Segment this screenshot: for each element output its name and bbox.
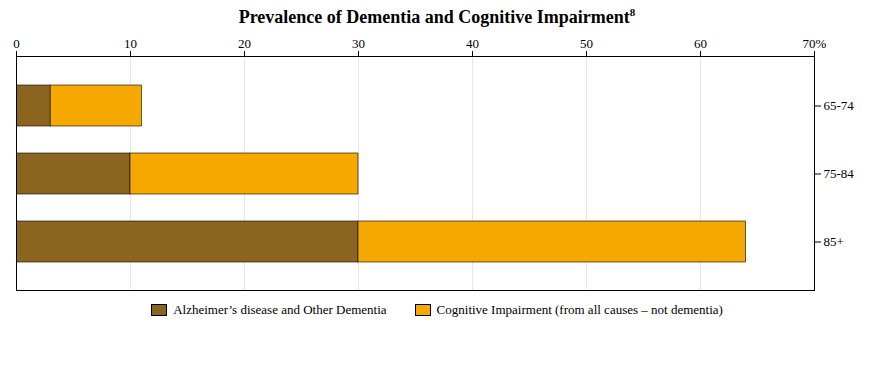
svg-text:85+: 85+ — [824, 234, 844, 249]
html-text:Prevalence of Dementia and Cog: Prevalence of Dementia and Cognitive Imp… — [238, 6, 636, 27]
svg-text:40: 40 — [466, 36, 479, 51]
svg-text:50: 50 — [580, 36, 593, 51]
svg-text:30: 30 — [352, 36, 365, 51]
svg-text:10: 10 — [124, 36, 137, 51]
svg-text:20: 20 — [238, 36, 251, 51]
svg-text:75-84: 75-84 — [824, 166, 855, 181]
svg-text:60: 60 — [694, 36, 707, 51]
svg-text:0: 0 — [13, 36, 20, 51]
svg-text:70%: 70% — [803, 36, 827, 51]
svg-text:65-74: 65-74 — [824, 98, 855, 113]
html-text:Cognitive Impairment (from all: Cognitive Impairment (from all causes – … — [436, 302, 723, 317]
html-text:Alzheimer’s disease and Other: Alzheimer’s disease and Other Dementia — [173, 302, 387, 317]
